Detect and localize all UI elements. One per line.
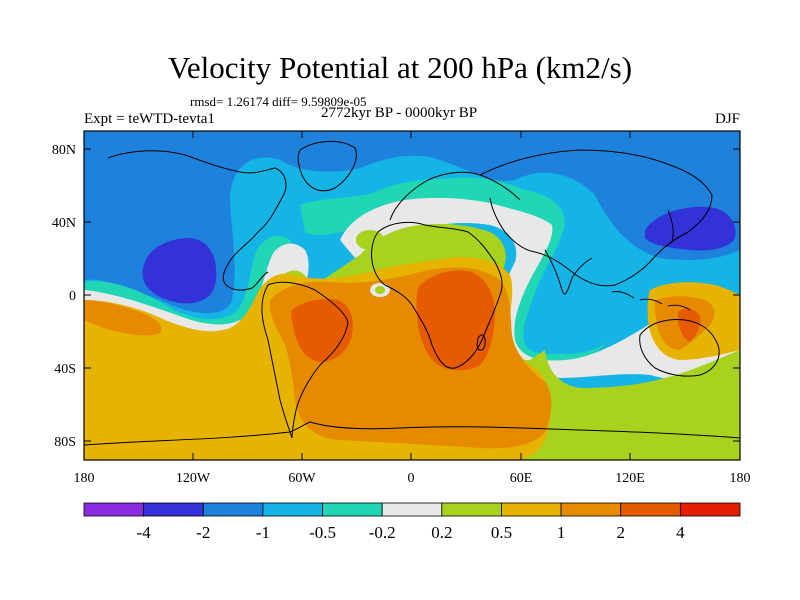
coast-south-america: [261, 281, 349, 439]
coast-asia: [479, 149, 713, 287]
colorbar-label: 4: [676, 523, 685, 542]
colorbar-swatch: [620, 502, 681, 517]
colorbar-swatch: [202, 502, 264, 517]
period-label: 2772kyr BP - 0000kyr BP: [321, 105, 478, 121]
coast-india: [544, 249, 593, 295]
colorbar-swatch: [560, 502, 622, 517]
colorbar-swatch: [143, 502, 204, 517]
colorbar-swatch: [262, 502, 323, 517]
lat-label-80s: 80S: [54, 435, 76, 450]
contour-patch-atlantic: [356, 230, 384, 250]
coast-antarctica: [84, 421, 740, 446]
contour-field: [84, 131, 740, 460]
coast-africa: [371, 221, 503, 369]
latitude-labels: 80N 40N 0 40S 80S: [52, 143, 76, 450]
coast-indonesia: [611, 291, 691, 311]
colorbar-label: -2: [196, 523, 210, 542]
lat-label-40s: 40S: [54, 362, 76, 377]
lat-label-40n: 40N: [52, 216, 76, 231]
contour-level-neg2-north: [84, 131, 740, 314]
lon-label-120e: 120E: [615, 471, 645, 486]
season-label: DJF: [714, 111, 740, 127]
lat-label-0: 0: [69, 289, 76, 304]
stats-line: rmsd= 1.26174 diff= 9.59809e-05: [190, 94, 367, 109]
map-title: Velocity Potential at 200 hPa (km2/s): [167, 50, 633, 85]
contour-patch-gulf-inner: [375, 286, 385, 294]
coastlines: [84, 141, 740, 446]
colorbar-swatch: [322, 502, 383, 517]
colorbar-swatch: [501, 502, 562, 517]
lat-label-80n: 80N: [52, 143, 76, 158]
colorbar: [83, 502, 741, 517]
colorbar-label: 1: [557, 523, 566, 542]
experiment-label: Expt = teWTD-tevta1: [84, 111, 215, 127]
colorbar-label: -0.5: [309, 523, 336, 542]
colorbar-label: -1: [256, 523, 270, 542]
colorbar-label: 0.5: [491, 523, 512, 542]
coast-japan: [667, 209, 674, 243]
colorbar-swatch: [83, 502, 145, 517]
coast-madagascar: [476, 334, 486, 351]
coast-greenland: [297, 141, 357, 192]
contour-level-pos1: [84, 267, 715, 449]
longitude-labels: 180 120W 60W 0 60E 120E 180: [74, 471, 751, 486]
lon-label-0: 0: [408, 471, 415, 486]
colorbar-label: 0.2: [431, 523, 452, 542]
lon-label-180w: 180: [74, 471, 95, 486]
colorbar-labels: -4 -2 -1 -0.5 -0.2 0.2 0.5 1 2 4: [137, 523, 686, 542]
colorbar-swatch: [381, 502, 443, 517]
colorbar-label: -0.2: [369, 523, 396, 542]
lon-label-180e: 180: [730, 471, 751, 486]
coast-australia: [639, 319, 720, 377]
tick-marks: [84, 131, 740, 460]
lon-label-120w: 120W: [176, 471, 211, 486]
colorbar-swatch: [679, 502, 741, 517]
contour-level-neg4-pacific: [142, 238, 217, 304]
colorbar-label: 2: [616, 523, 625, 542]
lon-label-60w: 60W: [288, 471, 316, 486]
coast-europe: [389, 171, 521, 221]
contour-level-neg4-westpacific: [645, 206, 736, 251]
coast-north-america: [107, 150, 287, 291]
colorbar-label: -4: [137, 523, 152, 542]
colorbar-swatch: [441, 502, 502, 517]
lon-label-60e: 60E: [510, 471, 533, 486]
